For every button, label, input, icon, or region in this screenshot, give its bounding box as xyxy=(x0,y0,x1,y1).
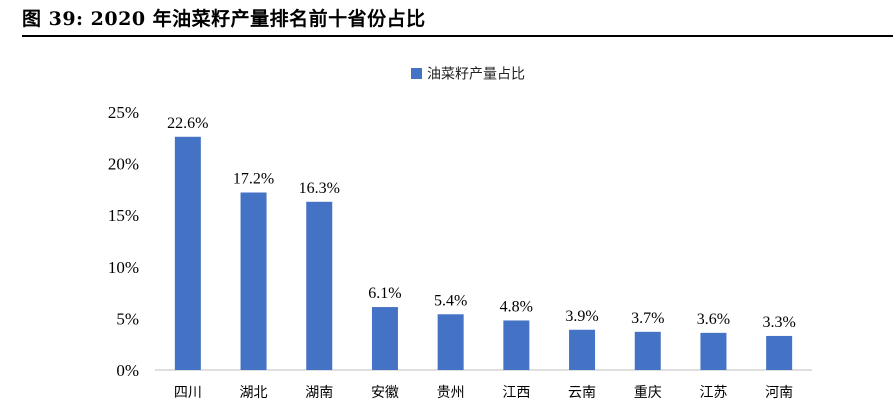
bar xyxy=(634,331,661,370)
title-rule xyxy=(22,35,893,37)
bar-data-labels: 22.6% 17.2% 16.3% 6.1% 5.4% 4.8% 3.9% 3.7% 3.6% 3… xyxy=(167,115,796,331)
bar-data-label: 3.6% xyxy=(697,311,730,328)
bar-data-label: 5.4% xyxy=(434,292,467,309)
bars xyxy=(174,136,793,370)
y-tick-label: 25% xyxy=(108,103,139,122)
x-axis-categories: 四川 湖北 湖南 安徽 贵州 江西 云南 重庆 江苏 河南 xyxy=(174,385,793,401)
bar xyxy=(700,332,727,370)
x-category-label: 河南 xyxy=(765,385,793,401)
legend: 油菜籽产量占比 xyxy=(411,67,525,83)
bar-data-label: 17.2% xyxy=(233,170,274,187)
y-tick-label: 15% xyxy=(108,206,139,225)
bar-data-label: 4.8% xyxy=(500,298,533,315)
x-category-label: 湖南 xyxy=(305,385,333,401)
figure-title: 图 39: 2020 年油菜籽产量排名前十省份占比 xyxy=(22,8,426,30)
x-category-label: 贵州 xyxy=(437,385,465,401)
bar xyxy=(766,335,793,370)
bar-data-label: 3.9% xyxy=(565,308,598,325)
y-tick-label: 10% xyxy=(108,258,139,277)
legend-label: 油菜籽产量占比 xyxy=(427,67,525,83)
x-category-label: 四川 xyxy=(174,385,202,401)
y-tick-label: 5% xyxy=(116,309,139,328)
bar-data-label: 3.7% xyxy=(631,310,664,327)
bar xyxy=(371,307,398,370)
bar xyxy=(437,314,464,370)
y-tick-label: 0% xyxy=(116,361,139,380)
x-category-label: 湖北 xyxy=(240,385,268,401)
legend-swatch xyxy=(411,68,422,79)
bar xyxy=(174,136,201,370)
x-category-label: 江苏 xyxy=(699,385,727,401)
bar-data-label: 6.1% xyxy=(368,285,401,302)
y-tick-label: 20% xyxy=(108,155,139,174)
x-category-label: 重庆 xyxy=(634,385,662,401)
bar xyxy=(240,192,267,370)
x-category-label: 云南 xyxy=(568,385,596,401)
bar-data-label: 16.3% xyxy=(299,180,340,197)
x-category-label: 江西 xyxy=(502,385,530,401)
bar-data-label: 22.6% xyxy=(167,115,208,132)
bar xyxy=(569,329,596,370)
bar-data-label: 3.3% xyxy=(762,314,795,331)
bar xyxy=(306,201,333,370)
bar xyxy=(503,320,530,370)
x-category-label: 安徽 xyxy=(371,385,399,401)
y-axis: 0% 5% 10% 15% 20% 25% xyxy=(108,103,139,380)
